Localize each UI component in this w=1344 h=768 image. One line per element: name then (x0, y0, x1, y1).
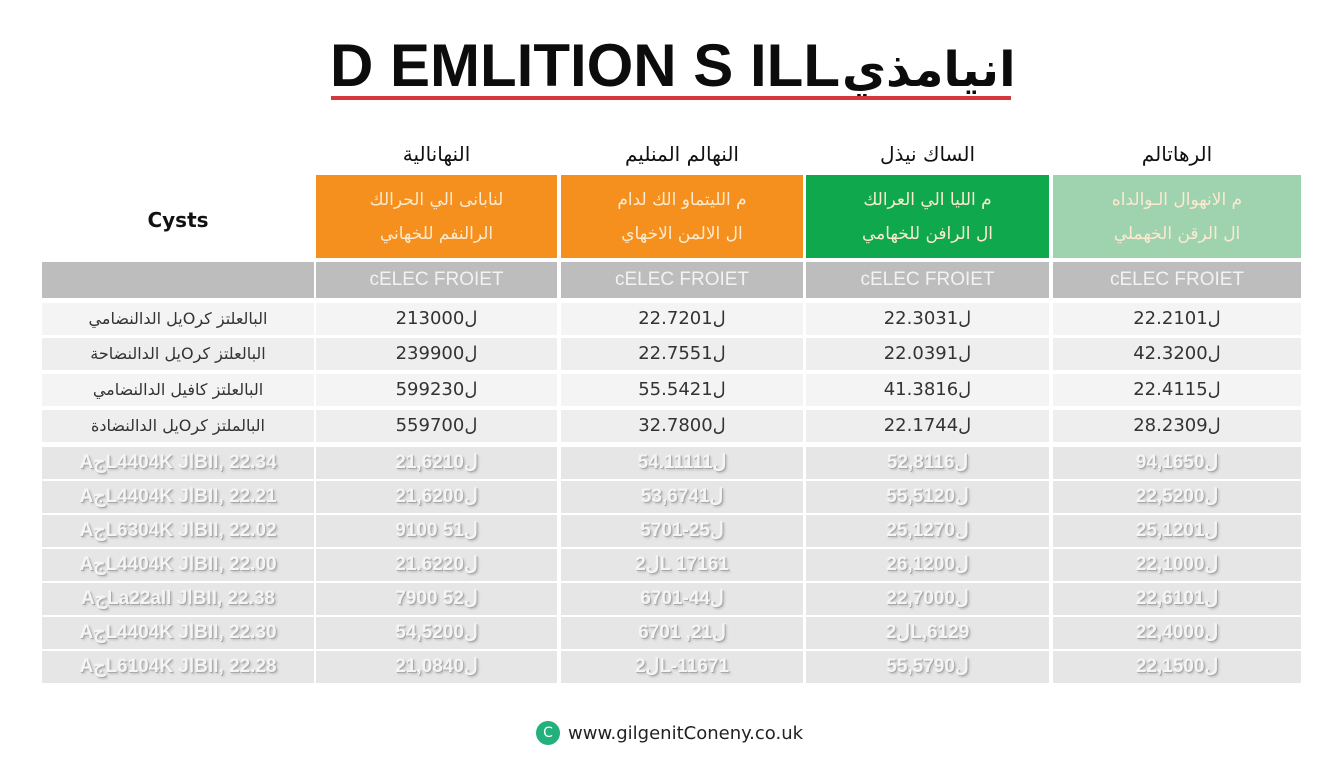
table-cell: ل26,1200 (806, 549, 1049, 581)
subheader-3: cELEC FROIET (806, 262, 1049, 298)
table-cell: ل2L-11671 (561, 651, 803, 683)
table-cell: ل28.2309 (1053, 410, 1301, 442)
title-block: D EMLITION S ILLانيامذي (330, 28, 1100, 108)
page-title-arabic: انيامذي (841, 42, 1016, 98)
table-cell: ل21,6210 (316, 447, 557, 479)
table-cell: ل54.11111 (561, 447, 803, 479)
column-band-2: م الليتماو الك لدام ال الالمن الاخهاي (561, 175, 803, 258)
subheader-1: cELEC FROIET (316, 262, 557, 298)
row-label: البالعلتز كرOيل الدالنضاحة (42, 338, 314, 370)
table-cell: ل52 7900 (316, 583, 557, 615)
page-title-latin: D EMLITION S ILL (330, 32, 840, 99)
brand-logo-icon: C (536, 721, 560, 745)
column-heading-4: الرهاتالم (1141, 142, 1213, 166)
table-cell: ل44-6701 (561, 583, 803, 615)
table-cell: ل21.6220 (316, 549, 557, 581)
table-cell: ل559700 (316, 410, 557, 442)
row-label: AجL4404K JاBII, 22.34 (42, 447, 314, 479)
column-heading-2: النهالم المنليم (625, 142, 739, 166)
table-cell: ل21,0840 (316, 651, 557, 683)
column-band-4: م الانهوال الـوالداه ال الرقن الخهملي (1053, 175, 1301, 258)
column-heading-1: النهانالية (402, 142, 471, 166)
band-text-line1: لنابانى الي الحرالك (369, 190, 504, 210)
row-label: AجL4404K JاBII, 22.30 (42, 617, 314, 649)
table-cell: ل25,1201 (1053, 515, 1301, 547)
footer: C www.gilgenitConeny.co.uk (536, 719, 803, 747)
table-cell: ل22.3031 (806, 303, 1049, 335)
table-cell: ل22,4000 (1053, 617, 1301, 649)
table-cell: ل22,1000 (1053, 549, 1301, 581)
table-cell: ل25,1270 (806, 515, 1049, 547)
table-cell: ل55.5421 (561, 374, 803, 406)
table-cell: ل22,5200 (1053, 481, 1301, 513)
row-label: البالعلتز كافيل الدالنضامي (42, 374, 314, 406)
table-cell: ل21, 6701 (561, 617, 803, 649)
table-cell: ل42.3200 (1053, 338, 1301, 370)
table-cell: ل22,6101 (1053, 583, 1301, 615)
table-cell: ل22.2101 (1053, 303, 1301, 335)
table-cell: ل2L 17161 (561, 549, 803, 581)
table-cell: ل22.0391 (806, 338, 1049, 370)
row-label: AجL6304K JاBII, 22.02 (42, 515, 314, 547)
band-text-line2: ال الالمن الاخهاي (621, 224, 743, 244)
table-cell: ل22.4115 (1053, 374, 1301, 406)
row-label: AجL4404K JاBII, 22.21 (42, 481, 314, 513)
table-cell: ل32.7800 (561, 410, 803, 442)
row-label: AجLa22all JاBII, 22.38 (42, 583, 314, 615)
table-cell: ل94,1650 (1053, 447, 1301, 479)
band-text-line2: الرالنفم للخهاني (379, 224, 494, 244)
band-text-line1: م الليتماو الك لدام (617, 190, 747, 210)
table-cell: ل22,7000 (806, 583, 1049, 615)
column-band-3: م الليا الي العرالك ال الرافن للخهامي (806, 175, 1049, 258)
row-label-header: Cysts (147, 208, 209, 232)
band-text-line2: ال الرقن الخهملي (1113, 224, 1241, 244)
table-cell: ل22,1500 (1053, 651, 1301, 683)
table-cell: ل22.7551 (561, 338, 803, 370)
table-cell: ل2L,6129 (806, 617, 1049, 649)
table-cell: ل239900 (316, 338, 557, 370)
band-text-line1: م الليا الي العرالك (863, 190, 992, 210)
subheader-blank (42, 262, 314, 298)
row-label: AجL4404K JاBII, 22.00 (42, 549, 314, 581)
table-cell: ل53,6741 (561, 481, 803, 513)
row-label: البالعلتز كرOيل الدالنضامي (42, 303, 314, 335)
page-title: D EMLITION S ILLانيامذي (330, 34, 1016, 102)
table-cell: ل41.3816 (806, 374, 1049, 406)
table-cell: ل21,6200 (316, 481, 557, 513)
subheader-2: cELEC FROIET (561, 262, 803, 298)
title-underline (331, 96, 1011, 100)
subheader-4: cELEC FROIET (1053, 262, 1301, 298)
column-heading-3: الساك نيذل (879, 142, 976, 166)
row-label: AجL6104K JاBII, 22.28 (42, 651, 314, 683)
table-cell: ل52,8116 (806, 447, 1049, 479)
table-cell: ل22.7201 (561, 303, 803, 335)
table-cell: ل55,5120 (806, 481, 1049, 513)
row-label: البالملتز كرOيل الدالنضادة (42, 410, 314, 442)
table-cell: ل599230 (316, 374, 557, 406)
band-text-line2: ال الرافن للخهامي (861, 224, 994, 244)
band-text-line1: م الانهوال الـوالداه (1111, 190, 1243, 210)
table-cell: ل51 9100 (316, 515, 557, 547)
column-band-1: لنابانى الي الحرالك الرالنفم للخهاني (316, 175, 557, 258)
table-cell: ل25-5701 (561, 515, 803, 547)
table-cell: ل55,5790 (806, 651, 1049, 683)
table-cell: ل54,5200 (316, 617, 557, 649)
table-cell: ل213000 (316, 303, 557, 335)
table-cell: ل22.1744 (806, 410, 1049, 442)
website-link[interactable]: www.gilgenitConeny.co.uk (568, 722, 804, 744)
